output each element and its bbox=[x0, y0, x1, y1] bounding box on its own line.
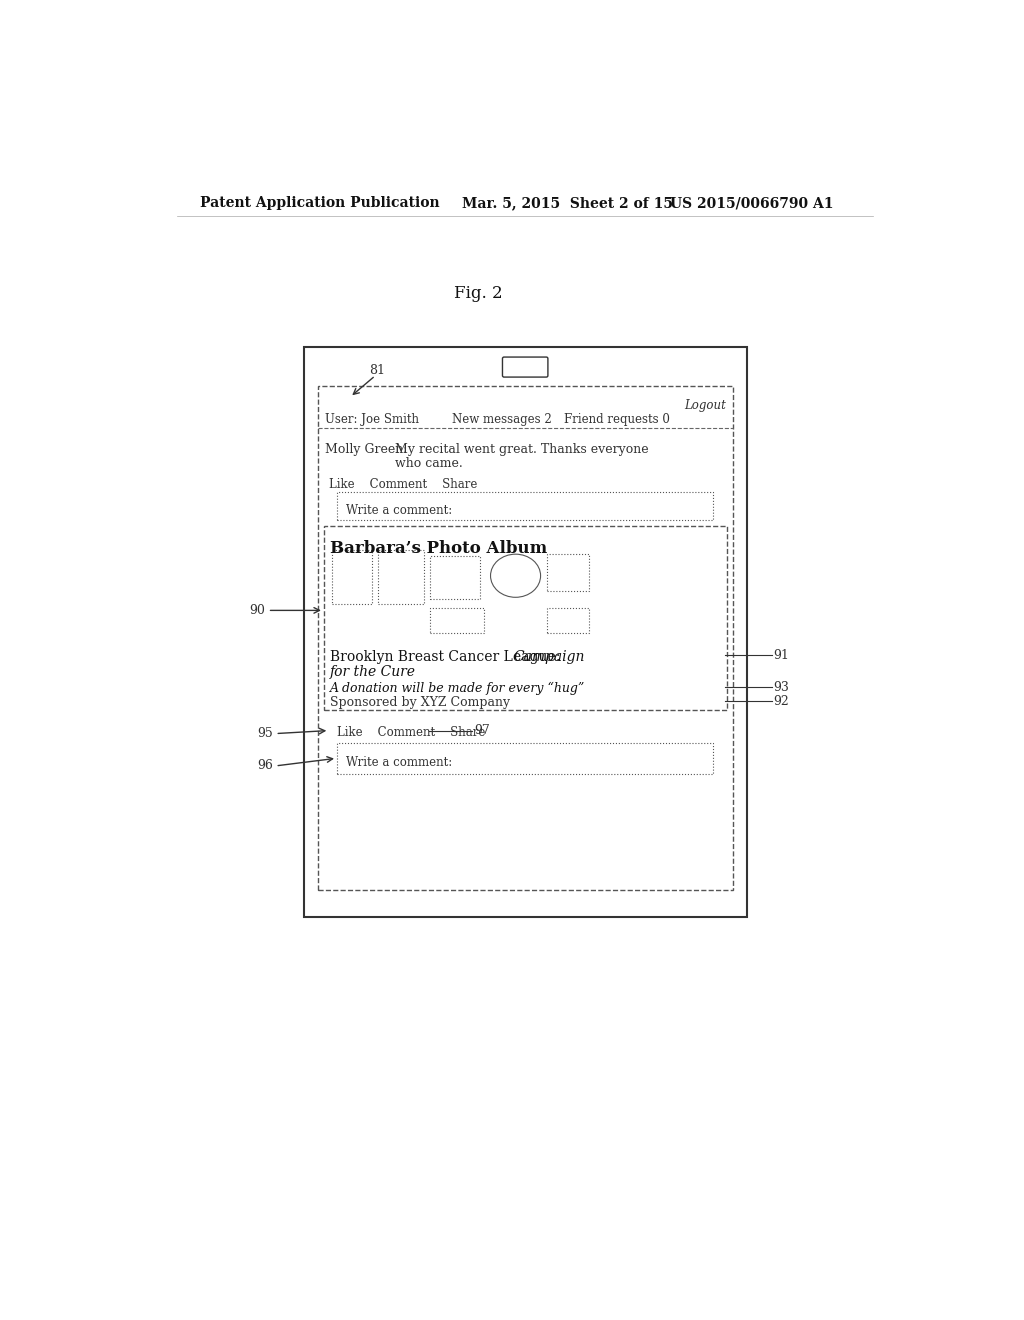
Bar bbox=[324, 525, 727, 710]
Text: 90: 90 bbox=[250, 603, 265, 616]
Bar bbox=[337, 743, 714, 774]
Text: Friend requests 0: Friend requests 0 bbox=[564, 412, 670, 425]
Text: Mar. 5, 2015  Sheet 2 of 15: Mar. 5, 2015 Sheet 2 of 15 bbox=[462, 197, 673, 210]
Text: Brooklyn Breast Cancer League:: Brooklyn Breast Cancer League: bbox=[330, 649, 565, 664]
Text: US 2015/0066790 A1: US 2015/0066790 A1 bbox=[670, 197, 834, 210]
Text: A donation will be made for every “hug”: A donation will be made for every “hug” bbox=[330, 682, 586, 696]
Text: who came.: who came. bbox=[394, 457, 463, 470]
FancyBboxPatch shape bbox=[503, 358, 548, 378]
Text: Write a comment:: Write a comment: bbox=[346, 756, 453, 770]
Text: Fig. 2: Fig. 2 bbox=[454, 285, 503, 302]
Text: Logout: Logout bbox=[685, 400, 727, 412]
Text: 93: 93 bbox=[773, 681, 790, 694]
Text: 91: 91 bbox=[773, 648, 790, 661]
Text: 97: 97 bbox=[474, 723, 489, 737]
Bar bbox=[378, 550, 424, 605]
Bar bbox=[547, 554, 589, 591]
Text: New messages 2: New messages 2 bbox=[453, 412, 552, 425]
Bar bbox=[317, 385, 733, 890]
Bar bbox=[332, 550, 372, 605]
Bar bbox=[430, 557, 480, 599]
Text: Campaign: Campaign bbox=[513, 649, 585, 664]
Bar bbox=[547, 609, 589, 632]
Text: Write a comment:: Write a comment: bbox=[346, 504, 453, 517]
Text: Patent Application Publication: Patent Application Publication bbox=[200, 197, 439, 210]
Text: User: Joe Smith: User: Joe Smith bbox=[326, 412, 420, 425]
Bar bbox=[430, 609, 484, 632]
Text: My recital went great. Thanks everyone: My recital went great. Thanks everyone bbox=[394, 444, 648, 457]
Text: Barbara’s Photo Album: Barbara’s Photo Album bbox=[330, 540, 547, 557]
Text: Molly Green:: Molly Green: bbox=[326, 444, 408, 457]
Text: Sponsored by XYZ Company: Sponsored by XYZ Company bbox=[330, 696, 510, 709]
Text: Like    Comment    Share: Like Comment Share bbox=[337, 726, 485, 739]
Text: for the Cure: for the Cure bbox=[330, 665, 416, 678]
Text: 95: 95 bbox=[257, 727, 273, 741]
Text: 81: 81 bbox=[370, 363, 385, 376]
Text: 92: 92 bbox=[773, 694, 790, 708]
Text: Like    Comment    Share: Like Comment Share bbox=[330, 478, 477, 491]
Text: 96: 96 bbox=[257, 759, 273, 772]
Bar bbox=[304, 347, 746, 917]
Ellipse shape bbox=[490, 554, 541, 597]
Bar bbox=[337, 492, 714, 520]
